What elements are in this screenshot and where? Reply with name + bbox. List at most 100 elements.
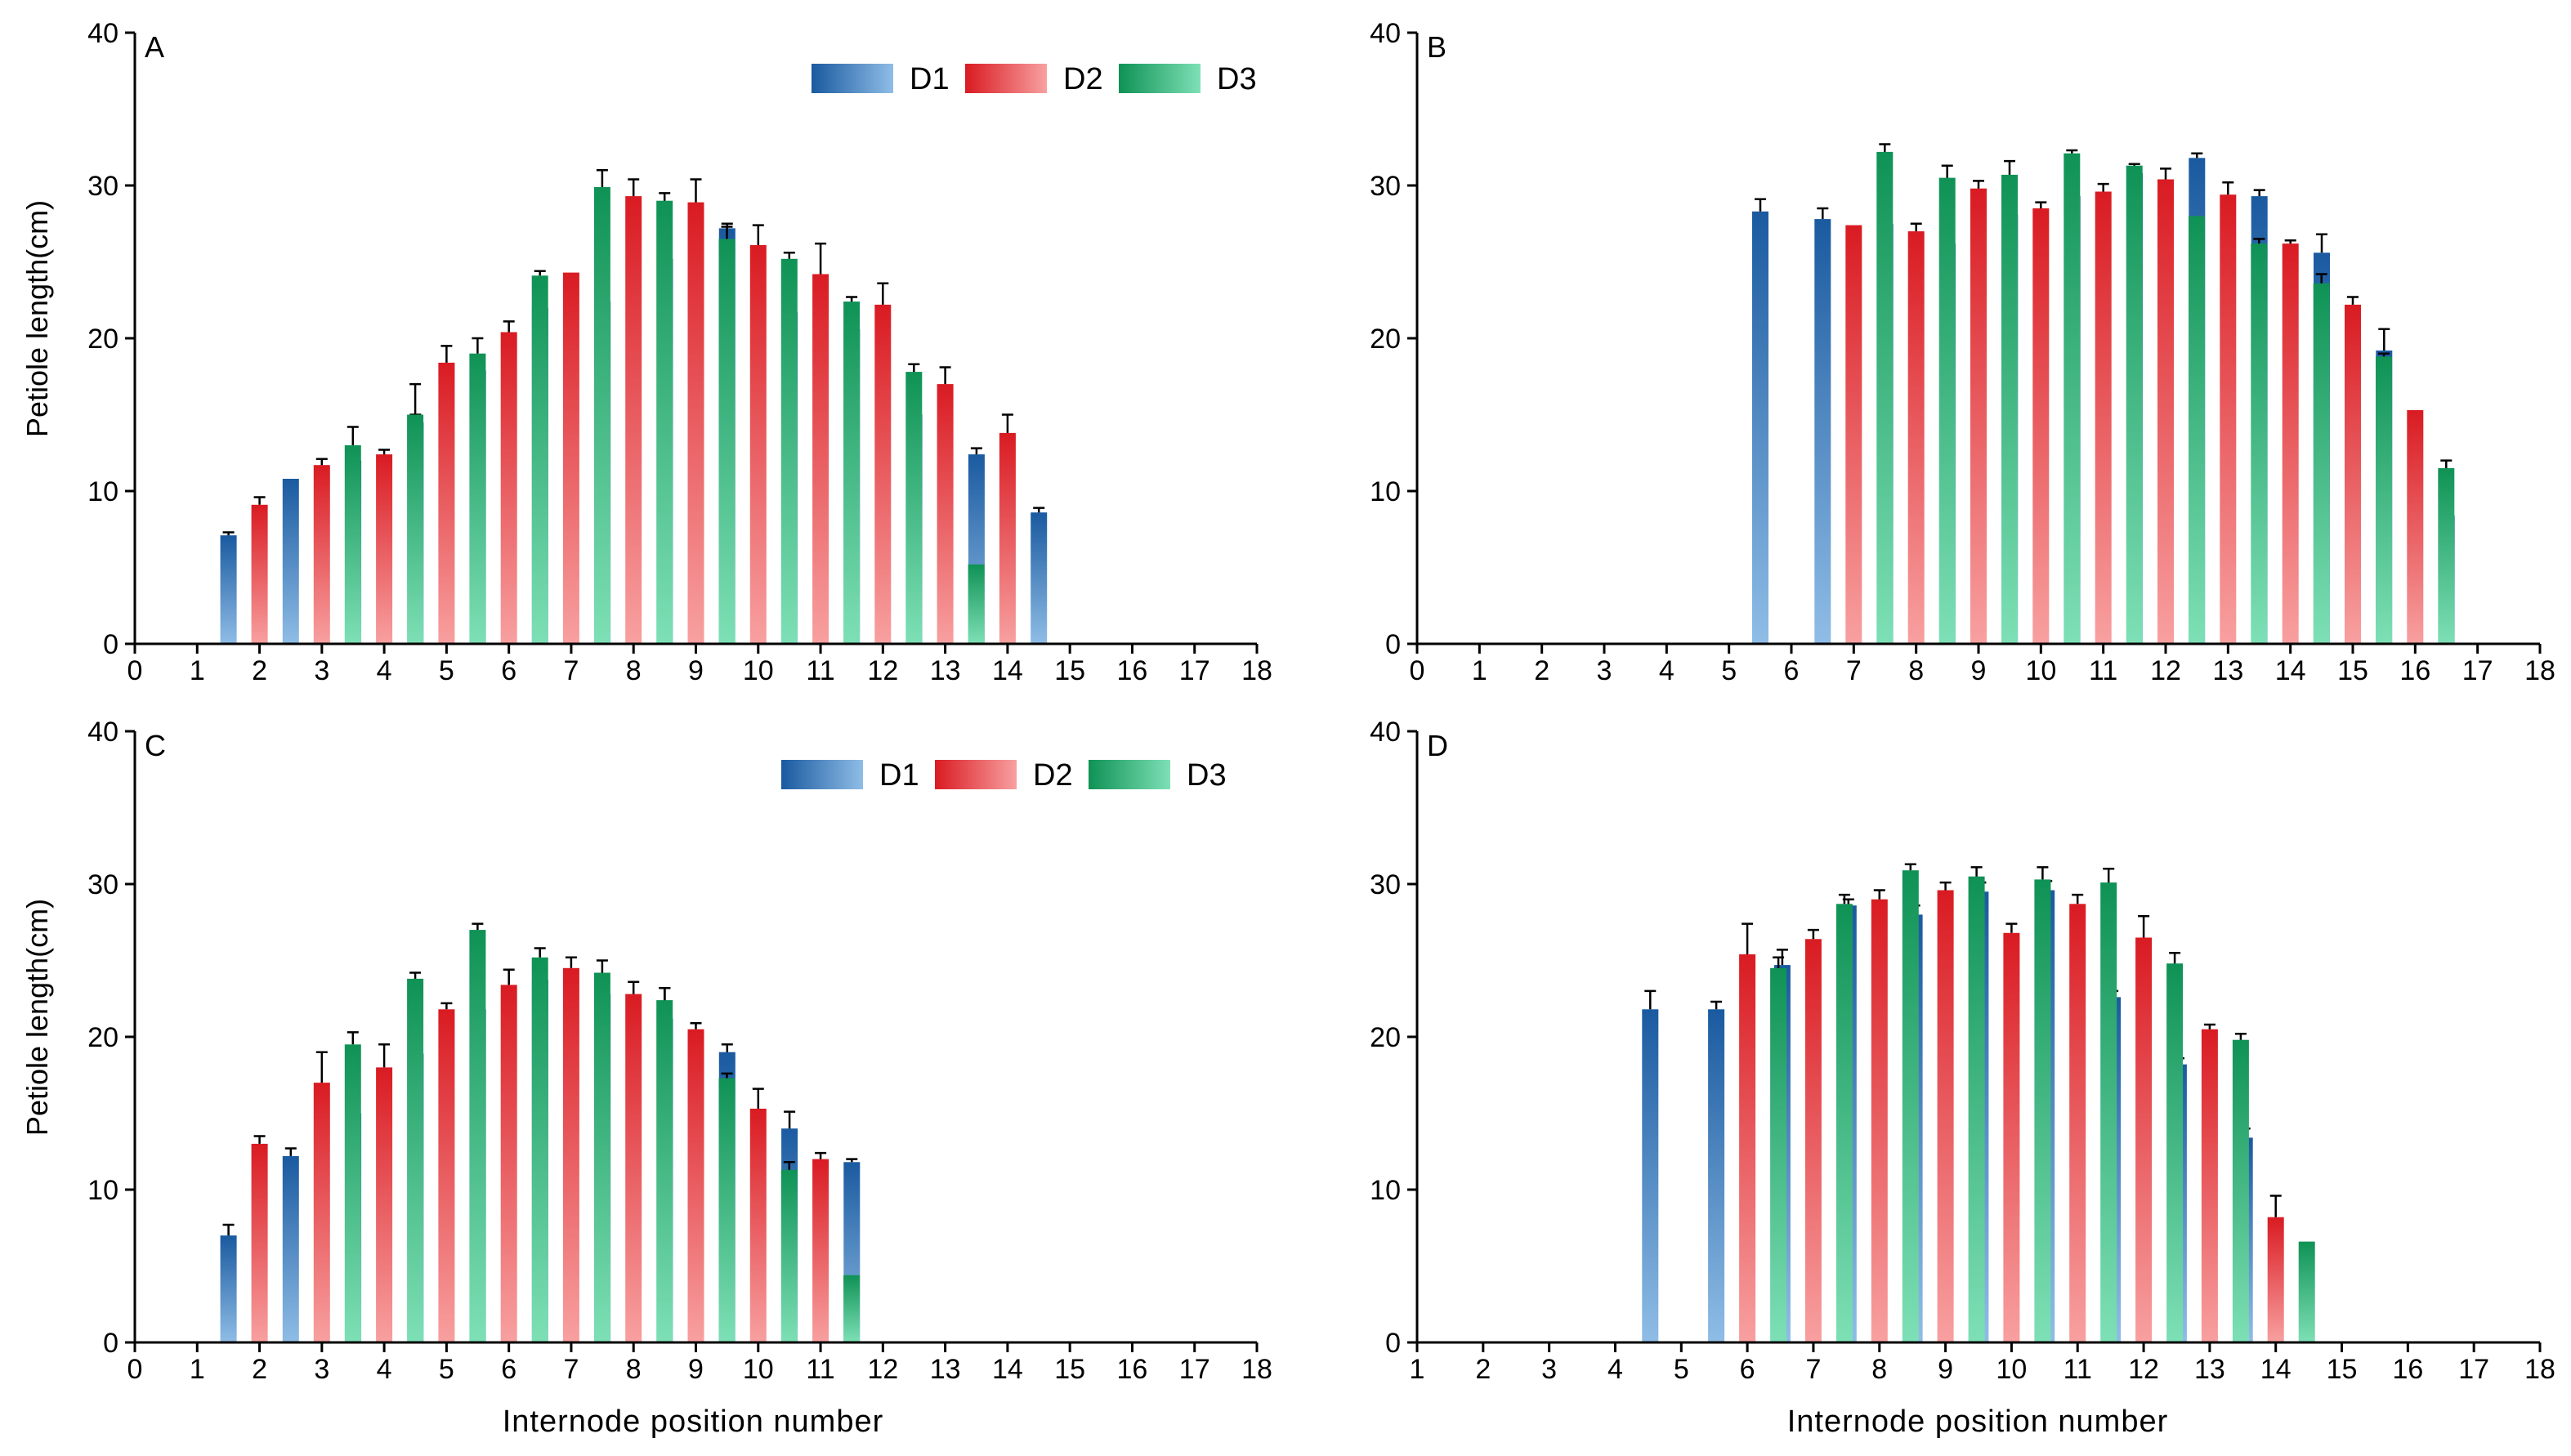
panel-c-bar-d2-x6 <box>500 985 517 1342</box>
panel-b-xtick-label-12: 12 <box>2150 655 2181 686</box>
panel-c-errorbar-d3-x6 <box>534 947 546 958</box>
panel-d-errorbar-d2-x8 <box>1873 889 1885 900</box>
panel-a-ytick-label-40: 40 <box>87 18 118 49</box>
panel-d-bar-d2-x10 <box>2003 932 2020 1342</box>
panel-c-bar-d3-x7 <box>593 972 610 1342</box>
panel-a-bar-d3-x4 <box>407 414 424 644</box>
panel-c-legend-swatch-d3 <box>1089 760 1170 789</box>
panel-a-errorbar-d2-x3 <box>315 458 328 466</box>
panel-d-bar-d3-x7 <box>1835 904 1853 1342</box>
panel-a-xtick-label-10: 10 <box>743 655 774 686</box>
panel-a-xtick-label-15: 15 <box>1054 655 1085 686</box>
panel-c-legend-swatch-d2 <box>935 760 1017 789</box>
panel-c-bar-d2-x4 <box>376 1067 393 1342</box>
panel-c-ytick-label-10: 10 <box>87 1175 118 1206</box>
panel-c-errorbar-d2-x9 <box>690 1021 702 1029</box>
panel-b-errorbar-d3-x13 <box>2253 238 2265 244</box>
panel-c-xtick-label-4: 4 <box>377 1354 392 1385</box>
panel-d-xtick-label-4: 4 <box>1607 1354 1623 1385</box>
panel-a-bar-d3-x12 <box>905 372 923 644</box>
panel-b-bar-d3-x9 <box>2001 174 2018 644</box>
panel-a-errorbar-d2-x5 <box>440 345 453 363</box>
panel-d-bar-d2-x12 <box>2135 937 2153 1342</box>
panel-d-bar-d2-x11 <box>2069 904 2086 1342</box>
panel-b-xtick-label-7: 7 <box>1846 655 1862 686</box>
panel-d-ytick-label-40: 40 <box>1370 717 1401 748</box>
panel-d-bar-d3-x6 <box>1770 967 1787 1342</box>
panel-a-bar-d3-x3 <box>344 444 361 644</box>
panel-a-errorbar-d2-x13 <box>939 366 951 385</box>
panel-b-errorbar-d3-x14 <box>2315 273 2327 284</box>
panel-a-xtick-label-5: 5 <box>439 655 454 686</box>
panel-c-errorbar-d1-x12 <box>846 1158 858 1163</box>
panel-b-bar-d2-x9 <box>1970 188 1987 644</box>
panel-c-errorbar-d1-x10 <box>721 1043 733 1052</box>
panel-c-xtick-label-15: 15 <box>1054 1354 1085 1385</box>
panel-c-xtick-label-8: 8 <box>626 1354 642 1385</box>
panel-b-errorbar-d1-x6 <box>1755 198 1766 212</box>
panel-a-xtick-label-17: 17 <box>1179 655 1210 686</box>
panel-d-ytick-label-10: 10 <box>1370 1175 1401 1206</box>
panel-b-errorbar-d1-x7 <box>1817 207 1829 220</box>
panel-c-ytick-label-20: 20 <box>87 1022 118 1053</box>
panel-a-errorbar-d3-x5 <box>472 337 484 354</box>
panel-b-xtick-label-8: 8 <box>1908 655 1924 686</box>
panel-d-errorbar-d3-x7 <box>1838 893 1850 904</box>
panel-c-xtick-label-12: 12 <box>867 1354 898 1385</box>
panel-c-bar-d3-x10 <box>780 1169 798 1342</box>
panel-c-bar-d3-x11 <box>843 1275 861 1342</box>
panel-b-errorbar-d3-x16 <box>2440 459 2453 468</box>
panel-d-ytick-label-30: 30 <box>1370 869 1401 900</box>
panel-a-bar-d2-x13 <box>937 384 954 644</box>
panel-a-errorbar-d2-x9 <box>690 178 702 203</box>
panel-c-legend-label-d3: D3 <box>1187 758 1227 793</box>
panel-a-bar-d2-x4 <box>376 454 393 644</box>
panel-c-ytick-label-40: 40 <box>87 717 118 748</box>
panel-c-bar-d3-x9 <box>718 1078 736 1342</box>
panel-b-ytick-label-30: 30 <box>1370 171 1401 202</box>
panel-a-bar-d3-x10 <box>780 258 798 644</box>
panel-c-bar-d3-x6 <box>531 957 548 1342</box>
panel-a-errorbar-d2-x6 <box>503 320 515 333</box>
panel-b-errorbar-d2-x14 <box>2284 239 2296 244</box>
panel-a-bar-d2-x10 <box>749 244 767 644</box>
panel-a-bar-d2-x12 <box>874 304 892 644</box>
panel-d-bar-d3-x11 <box>2100 882 2117 1342</box>
panel-d-letter: D <box>1427 729 1448 762</box>
panel-d-bar-d1-x6 <box>1708 1009 1725 1342</box>
panel-c-xtick-label-2: 2 <box>252 1354 267 1385</box>
panel-a-xtick-label-16: 16 <box>1117 655 1148 686</box>
panel-c-errorbar-d2-x5 <box>440 1002 453 1010</box>
panel-c-errorbar-d1-x11 <box>784 1110 796 1129</box>
panel-d-xtick-label-10: 10 <box>1996 1354 2027 1385</box>
panel-b-xtick-label-6: 6 <box>1784 655 1800 686</box>
panel-c-legend-label-d1: D1 <box>879 758 919 793</box>
panel-a-errorbar-d2-x4 <box>378 449 391 455</box>
panel-c-xtick-label-16: 16 <box>1117 1354 1148 1385</box>
panel-d-xtick-label-12: 12 <box>2128 1354 2159 1385</box>
panel-d-bar-d2-x13 <box>2201 1029 2218 1342</box>
panel-a-legend-label-d3: D3 <box>1217 62 1257 96</box>
panel-b-bar-d3-x12 <box>2189 216 2205 644</box>
panel-a-ytick-label-0: 0 <box>103 629 118 660</box>
panel-c-bar-d1-x3 <box>282 1155 299 1342</box>
panel-a-errorbar-d1-x15 <box>1033 507 1045 513</box>
panel-b-bar-d2-x15 <box>2345 304 2361 644</box>
panel-a-bar-d1-x3 <box>282 479 299 644</box>
panel-d-xtick-label-1: 1 <box>1410 1354 1425 1385</box>
panel-d-bar-d2-x9 <box>1937 890 1954 1342</box>
panel-c-ytick-label-0: 0 <box>103 1328 118 1359</box>
panel-a-xtick-label-18: 18 <box>1241 655 1272 686</box>
panel-d-xtick-label-11: 11 <box>2064 1354 2092 1385</box>
panel-a-ytick-label-10: 10 <box>87 476 118 507</box>
panel-a-bar-d3-x7 <box>593 186 610 644</box>
panel-c-errorbar-d3-x9 <box>721 1072 733 1079</box>
panel-a-bar-d2-x14 <box>999 432 1016 644</box>
panel-c-errorbar-d2-x8 <box>628 980 640 994</box>
panel-a-bar-d2-x2 <box>251 504 268 644</box>
panel-b-letter: B <box>1427 30 1446 64</box>
panel-c-ytick-label-30: 30 <box>87 869 118 900</box>
panel-d-bar-d2-x8 <box>1871 899 1888 1342</box>
panel-d-errorbar-d3-x11 <box>2103 868 2115 883</box>
